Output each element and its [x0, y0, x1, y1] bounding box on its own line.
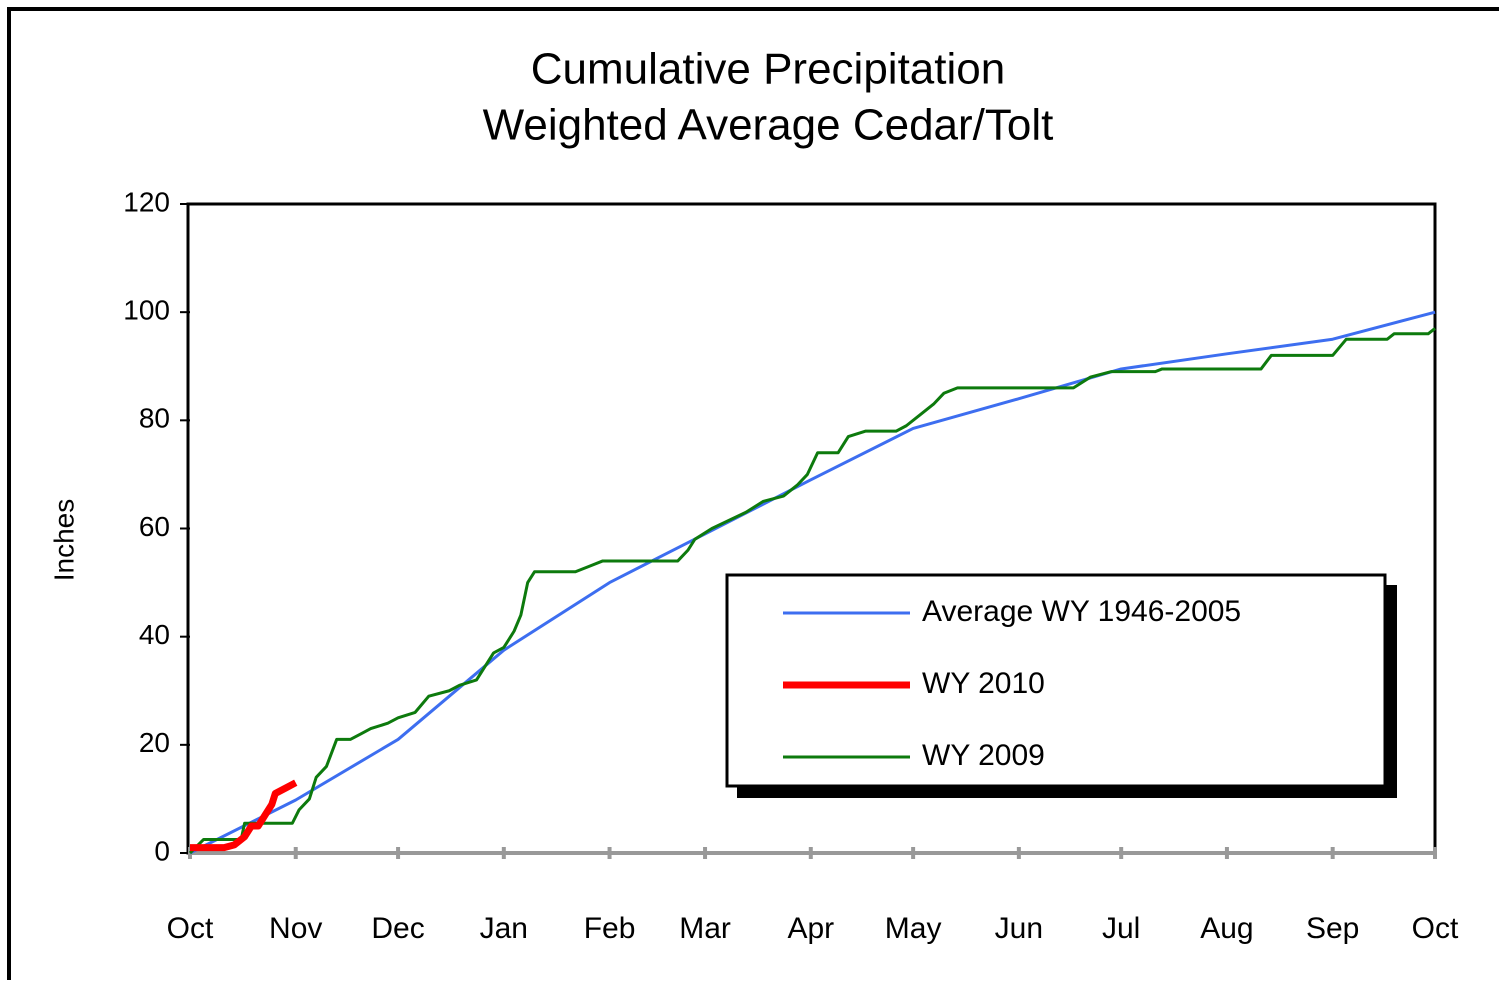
legend — [725, 573, 1387, 788]
x-tick-label: Jan — [480, 912, 528, 945]
y-tick-label: 20 — [139, 727, 170, 758]
legend-label: WY 2009 — [922, 739, 1045, 772]
chart-frame — [7, 7, 1499, 985]
series-line — [188, 327, 1436, 855]
y-tick-label: 120 — [123, 186, 170, 217]
legend-label: Average WY 1946-2005 — [922, 595, 1241, 628]
x-tick-label: Sep — [1306, 912, 1359, 945]
x-tick-label: Apr — [787, 912, 834, 945]
y-tick-label: 40 — [139, 619, 170, 650]
x-tick-label: Jun — [995, 912, 1043, 945]
y-tick-label: 0 — [154, 835, 170, 866]
legend-label: WY 2010 — [922, 667, 1045, 700]
x-tick-label: Nov — [269, 912, 322, 945]
y-axis-label: Inches — [48, 499, 79, 582]
x-tick-label: Dec — [371, 912, 424, 945]
x-tick-label: Aug — [1200, 912, 1253, 945]
x-tick-label: Mar — [679, 912, 731, 945]
y-tick-label: 60 — [139, 511, 170, 542]
x-tick-label: Oct — [1412, 912, 1459, 945]
y-tick-label: 80 — [139, 403, 170, 434]
x-tick-label: Oct — [167, 912, 214, 945]
y-tick-label: 100 — [123, 295, 170, 326]
chart-subtitle: Weighted Average Cedar/Tolt — [483, 101, 1054, 150]
x-tick-label: May — [885, 912, 942, 945]
series-line — [190, 779, 298, 852]
x-tick-label: Jul — [1102, 912, 1140, 945]
x-tick-label: Feb — [584, 912, 636, 945]
series-line — [189, 310, 1436, 855]
chart-title: Cumulative Precipitation — [531, 45, 1005, 94]
